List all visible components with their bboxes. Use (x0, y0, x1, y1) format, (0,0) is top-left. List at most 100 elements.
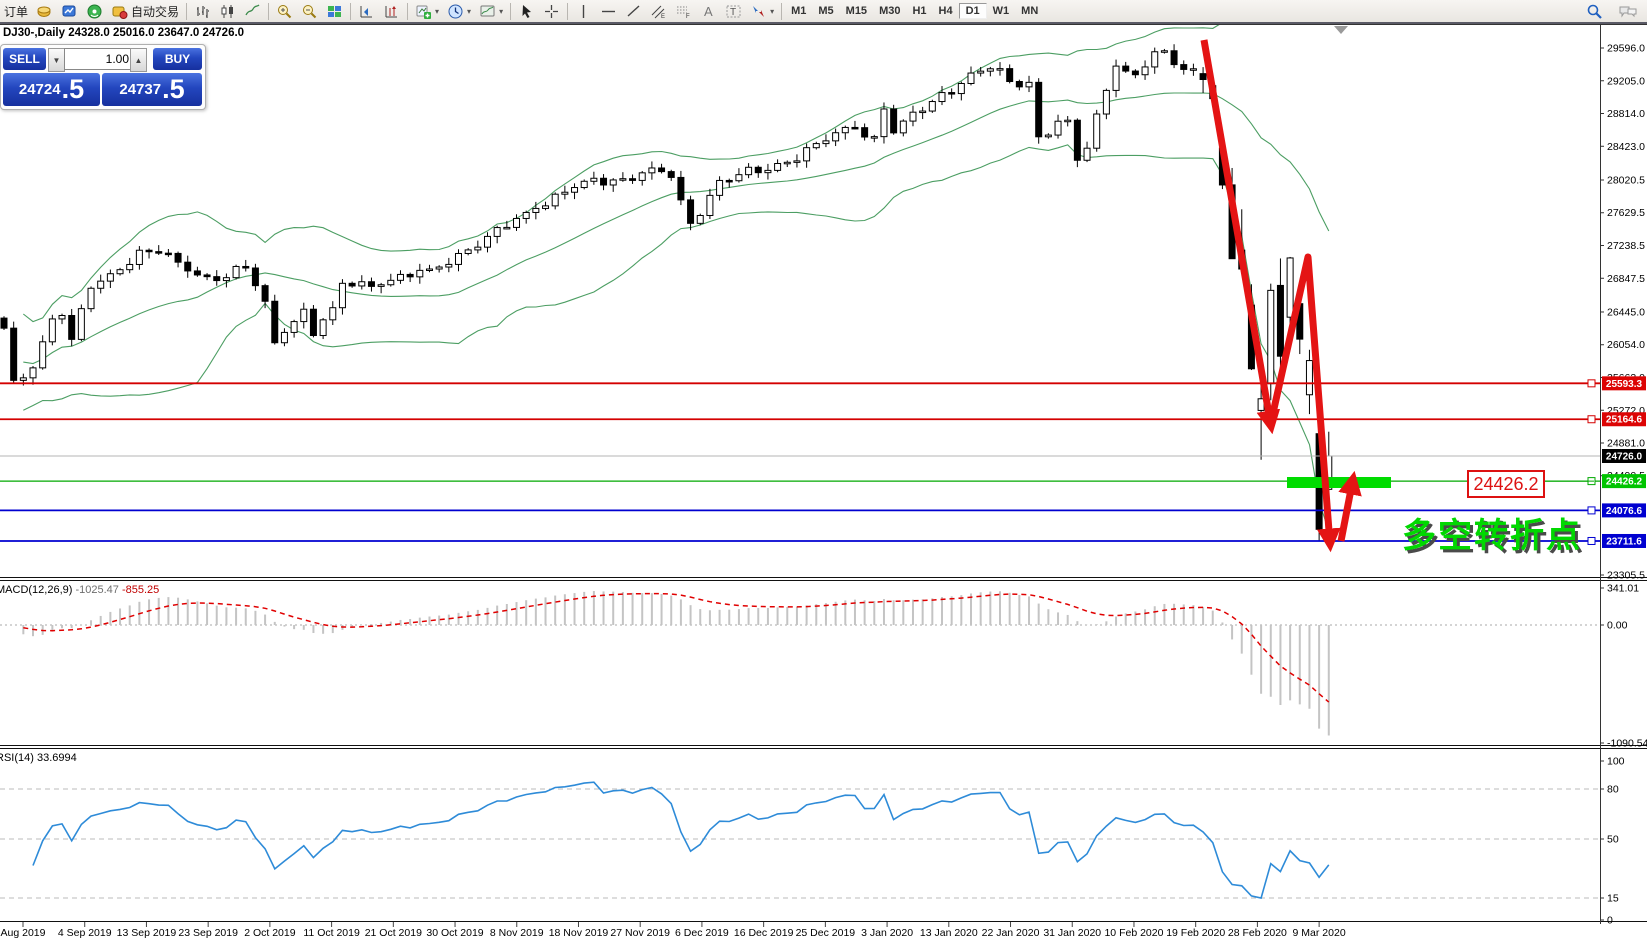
timeframe-m1[interactable]: M1 (791, 5, 807, 17)
candle-body (164, 252, 172, 256)
buy-button[interactable]: BUY (153, 48, 202, 70)
candle-body (280, 331, 288, 344)
line-handle[interactable] (1587, 536, 1596, 545)
tile-windows-icon (328, 5, 342, 17)
highlight-zone-bar[interactable] (1287, 477, 1391, 488)
timeframe-h4[interactable]: H4 (938, 5, 953, 17)
dropdown-caret: ▾ (467, 6, 472, 16)
macd-tick-label: -1090.54 (1607, 738, 1647, 750)
svg-text:T: T (730, 7, 736, 18)
timeframe-h1[interactable]: H1 (912, 5, 927, 17)
price-label-chip (1602, 503, 1646, 518)
chat-icon[interactable] (1617, 3, 1639, 20)
price-label-chip-text: 24726.0 (1606, 451, 1643, 462)
search-icon[interactable] (1586, 3, 1603, 20)
candle-body (222, 277, 230, 282)
autotrade-button[interactable]: 自动交易 (107, 1, 183, 21)
line-handle[interactable] (1587, 415, 1596, 424)
signals-icon (87, 4, 102, 18)
trend-arrow[interactable] (1267, 253, 1341, 553)
trendline-button[interactable] (621, 1, 646, 21)
crosshair-button[interactable] (539, 1, 564, 21)
horizontal-line-icon (602, 10, 616, 12)
price-tick-label: 24881.0 (1607, 438, 1645, 450)
timeframe-d1[interactable]: D1 (958, 3, 987, 19)
zoom-out-button[interactable] (297, 1, 322, 21)
timeframe-m5[interactable]: M5 (818, 5, 834, 17)
templates-button[interactable]: ▾ (475, 1, 507, 21)
candle-body (590, 177, 598, 182)
candle-body (629, 178, 637, 181)
candle-body (1015, 81, 1023, 88)
candle-body (367, 281, 375, 287)
date-label: 27 Nov 2019 (610, 927, 670, 939)
volume-down-button[interactable]: ▼ (48, 48, 65, 72)
chinese-annotation-text[interactable]: 多空转折点 (1402, 517, 1582, 555)
one-click-trade-panel: SELL ▼ ▲ BUY 24724 .5 24737 .5 (0, 44, 206, 110)
candle-body (319, 319, 327, 337)
candle-body (890, 108, 898, 134)
autotrade-icon (112, 6, 128, 19)
macd-name: MACD(12,26,9) (0, 584, 73, 596)
candle-body (919, 110, 927, 114)
timeframe-m30[interactable]: M30 (879, 5, 901, 17)
arrows-button[interactable]: ▾ (746, 1, 778, 21)
price-annotation-box[interactable]: 24426.2 (1467, 470, 1545, 498)
auto-scroll-button[interactable] (379, 1, 404, 21)
tile-windows-button[interactable] (322, 1, 347, 21)
equidistant-channel-button[interactable]: E (646, 1, 671, 21)
volume-up-button[interactable]: ▲ (130, 48, 147, 72)
horizontal-line-button[interactable] (596, 1, 621, 21)
line-handle[interactable] (1587, 379, 1596, 388)
dropdown-caret: ▾ (770, 6, 775, 16)
chart-shift-button[interactable] (354, 1, 379, 21)
text-button[interactable]: A (696, 1, 721, 21)
candle-body (648, 167, 656, 174)
trend-arrow[interactable] (1337, 470, 1362, 542)
fibonacci-button[interactable]: F (671, 1, 696, 21)
candle-body (1305, 360, 1313, 396)
indicators-add-button[interactable]: ▾ (411, 1, 443, 21)
candle-body (1276, 284, 1284, 357)
candle-body (464, 249, 472, 254)
bar-chart-button[interactable] (190, 1, 215, 21)
line-chart-button[interactable] (240, 1, 265, 21)
cursor-button[interactable] (514, 1, 539, 21)
timeframe-m15[interactable]: M15 (845, 5, 868, 17)
templates-icon (480, 5, 495, 16)
timeframe-w1[interactable]: W1 (992, 5, 1010, 17)
candle-body (706, 194, 714, 216)
timeframe-mn[interactable]: MN (1021, 5, 1039, 17)
publisher-button[interactable] (57, 1, 82, 21)
cursor-icon (522, 4, 532, 18)
fibonacci-icon: F (677, 6, 690, 20)
trend-arrow[interactable] (1200, 39, 1281, 435)
price-tick-label: 28814.0 (1607, 108, 1645, 120)
date-label: 2 Oct 2019 (244, 927, 296, 939)
price-label-chip-text: 24076.6 (1606, 506, 1643, 517)
date-label: 16 Dec 2019 (734, 927, 794, 939)
candlestick-chart-button[interactable] (215, 1, 240, 21)
volume-input[interactable] (64, 48, 134, 70)
scroll-position-marker (1334, 26, 1348, 34)
text-label-button[interactable]: T (721, 1, 746, 21)
price-label-chip-text: 25593.3 (1606, 379, 1643, 390)
price-tick-label: 27629.5 (1607, 207, 1645, 219)
sell-button[interactable]: SELL (3, 48, 46, 70)
new-order-button[interactable]: 订单 (0, 1, 32, 21)
periods-button[interactable]: ▾ (443, 1, 475, 21)
signals-button[interactable] (82, 1, 107, 21)
zoom-in-button[interactable] (272, 1, 297, 21)
candle-body (1073, 119, 1081, 161)
line-handle[interactable] (1587, 506, 1596, 515)
sell-price-button[interactable]: 24724 .5 (3, 73, 100, 106)
chart-title: DJ30-,Daily 24328.0 25016.0 23647.0 2472… (3, 27, 245, 39)
candle-body (735, 174, 743, 182)
vertical-line-button[interactable] (571, 1, 596, 21)
buy-price-button[interactable]: 24737 .5 (102, 73, 202, 106)
history-center-button[interactable] (32, 1, 57, 21)
candle-body (542, 205, 550, 209)
price-tick-label: 28020.5 (1607, 174, 1645, 186)
price-tick-label: 28423.0 (1607, 141, 1645, 153)
